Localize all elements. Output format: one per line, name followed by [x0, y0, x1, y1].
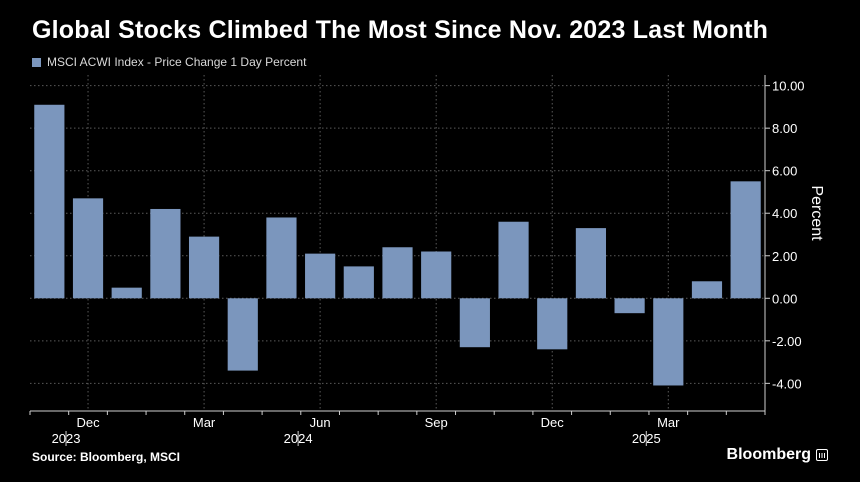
bar-apr-2024 — [227, 298, 258, 371]
bar-dec-2023 — [72, 198, 104, 299]
y-tick-label: -4.00 — [772, 376, 802, 391]
bar-dec-2024 — [537, 298, 568, 350]
x-year-label: 2024 — [284, 431, 313, 446]
legend: MSCI ACWI Index - Price Change 1 Day Per… — [32, 55, 306, 69]
source-note: Source: Bloomberg, MSCI — [32, 450, 181, 464]
y-tick-label: 0.00 — [772, 291, 797, 306]
y-axis-title: Percent — [808, 185, 825, 241]
legend-swatch — [32, 57, 41, 67]
bar-jan-2025 — [575, 228, 607, 299]
chart-title: Global Stocks Climbed The Most Since Nov… — [32, 16, 769, 44]
bar-mar-2025 — [653, 298, 684, 386]
x-tick-label: Mar — [657, 415, 680, 430]
y-tick-label: 4.00 — [772, 206, 797, 221]
y-tick-label: 6.00 — [772, 164, 797, 179]
brand-label: Bloomberg — [726, 446, 811, 463]
bar-may-2024 — [266, 217, 297, 299]
x-tick-label: Sep — [425, 415, 448, 430]
bar-jun-2024 — [305, 253, 336, 299]
x-tick-label: Dec — [541, 415, 565, 430]
bar-apr-2025 — [691, 281, 723, 299]
bar-may-2025 — [730, 181, 761, 299]
legend-label: MSCI ACWI Index - Price Change 1 Day Per… — [47, 55, 307, 69]
bar-jul-2024 — [343, 266, 374, 299]
x-tick-label: Dec — [76, 415, 100, 430]
y-tick-label: 2.00 — [772, 249, 797, 264]
bar-mar-2024 — [188, 236, 220, 299]
x-tick-label: Mar — [193, 415, 216, 430]
y-tick-label: 10.00 — [772, 79, 805, 94]
bar-oct-2024 — [459, 298, 490, 348]
x-year-label: 2025 — [632, 431, 661, 446]
chart-icon — [816, 449, 828, 461]
bar-nov-2024 — [498, 221, 529, 299]
x-year-label: 2023 — [52, 431, 81, 446]
bar-nov-2023 — [34, 104, 65, 299]
bar-feb-2024 — [150, 208, 181, 299]
bar-feb-2025 — [614, 298, 645, 314]
bar-aug-2024 — [382, 247, 413, 299]
bar-jan-2024 — [111, 287, 142, 299]
x-tick-label: Jun — [310, 415, 331, 430]
bar-sep-2024 — [421, 251, 452, 299]
y-tick-label: -2.00 — [772, 334, 802, 349]
y-tick-label: 8.00 — [772, 121, 797, 136]
bloomberg-logo: Bloomberg — [727, 446, 828, 464]
